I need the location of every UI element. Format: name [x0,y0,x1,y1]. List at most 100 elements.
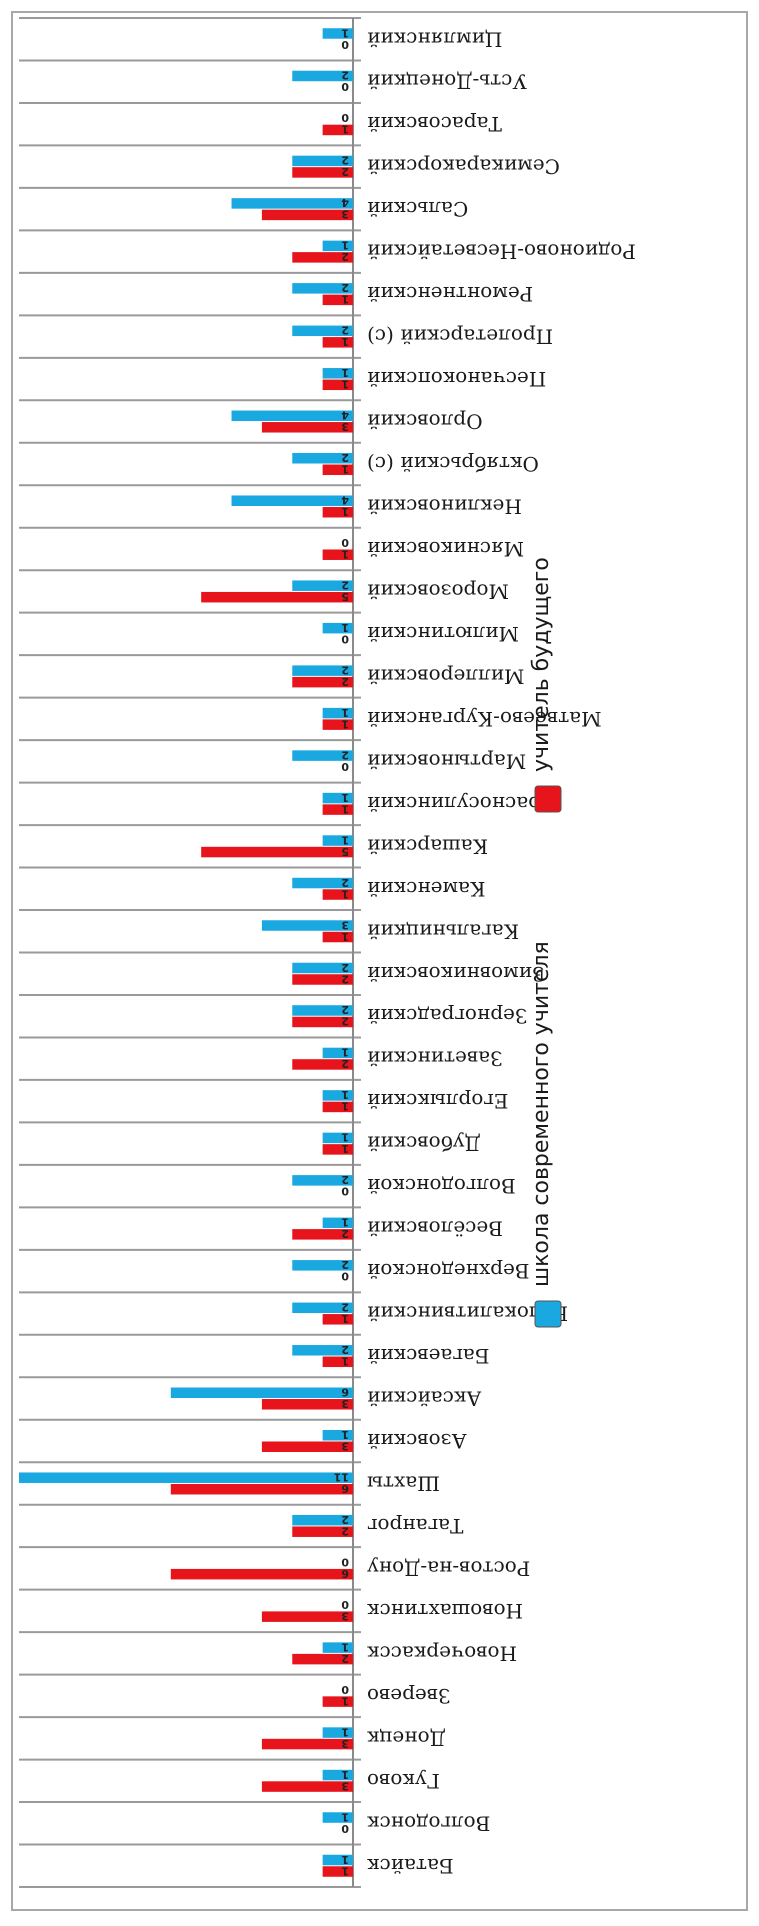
bar-shkola-sovremennogo-uchitelya [261,920,353,931]
data-label: 1 [341,1088,349,1101]
category-label: Мясниковский [367,537,524,561]
bar-uchitel-budushchego [322,1144,353,1155]
data-label: 1 [341,1694,349,1707]
bar-uchitel-budushchego [292,1059,353,1070]
data-label: 3 [341,208,349,221]
bar-uchitel-budushchego [322,889,353,900]
bar-shkola-sovremennogo-uchitelya [322,707,353,719]
data-label: 0 [341,1185,349,1198]
data-label: 2 [341,972,349,985]
data-label: 1 [341,1142,349,1155]
category-label: Волгодонск [367,1811,491,1835]
bar-shkola-sovremennogo-uchitelya [322,240,353,252]
bar-uchitel-budushchego [292,167,353,178]
category-label: Тарасовский [367,112,502,136]
category-label: Пролетарский (с) [367,325,553,349]
category-label: Ростов-на-Дону [367,1556,530,1580]
bar-uchitel-budushchego [322,719,353,730]
data-label: 2 [341,663,349,676]
chart-frame [11,11,748,1911]
data-label: 1 [341,706,349,719]
data-label: 2 [341,250,349,263]
bar-shkola-sovremennogo-uchitelya [322,368,353,379]
data-label: 1 [341,1046,349,1059]
data-label: 0 [341,1598,349,1611]
bar-shkola-sovremennogo-uchitelya [292,665,353,676]
bar-shkola-sovremennogo-uchitelya [322,1769,353,1781]
bar-shkola-sovremennogo-uchitelya [292,750,353,761]
category-label: Красносулинский [367,792,556,816]
bar-uchitel-budushchego [322,337,353,348]
data-label: 1 [341,1355,349,1368]
category-label: Семикаракорский [367,155,560,179]
data-label: 1 [341,505,349,518]
bar-uchitel-budushchego [322,1356,353,1368]
data-label: 3 [341,918,349,931]
category-label: Миллеровский [367,664,525,688]
data-label: 2 [341,748,349,761]
bar-uchitel-budushchego [292,974,353,985]
data-label: 0 [341,1822,349,1835]
category-label: Волгодонской [367,1174,516,1198]
data-label: 2 [341,69,349,82]
data-label: 1 [341,1810,349,1823]
data-label: 0 [341,536,349,549]
data-label: 1 [341,1216,349,1229]
data-label: 0 [341,111,349,124]
bar-shkola-sovremennogo-uchitelya [231,198,353,209]
bar-uchitel-budushchego [322,1696,353,1707]
data-label: 2 [341,1652,349,1665]
legend-label: школа современного учителя [529,941,554,1287]
data-label: 1 [341,366,349,379]
bar-uchitel-budushchego [322,931,353,943]
data-label: 5 [341,590,349,603]
data-label: 1 [341,1725,349,1738]
category-label: Егорлыкский [367,1089,508,1113]
bar-shkola-sovremennogo-uchitelya [19,1472,353,1483]
bar-shkola-sovremennogo-uchitelya [231,495,353,506]
data-label: 3 [341,1609,349,1622]
bar-uchitel-budushchego [261,1611,353,1622]
category-label: Новошахтинск [367,1599,524,1623]
bar-shkola-sovremennogo-uchitelya [322,28,353,39]
category-label: Кашарский [367,834,488,858]
legend-uchitel-budushchego: учитель будущего [529,557,562,813]
bar-uchitel-budushchego [201,591,353,603]
bar-uchitel-budushchego [322,1866,353,1877]
bar-uchitel-budushchego [292,252,353,263]
category-label: Усть-Донецкий [367,70,527,94]
category-label: Мартыновский [367,749,526,773]
bar-shkola-sovremennogo-uchitelya [292,1514,353,1526]
data-label: 2 [341,281,349,294]
bar-shkola-sovremennogo-uchitelya [322,1132,353,1144]
data-label: 6 [341,1482,349,1495]
data-label: 2 [341,324,349,337]
bar-uchitel-budushchego [322,1314,353,1325]
bar-uchitel-budushchego [261,1399,353,1410]
category-label: Дубовский [367,1132,481,1156]
category-label: Азовский [367,1429,467,1453]
data-label: 1 [341,239,349,252]
category-label: Матвеево-Курганский [367,707,602,731]
category-label: Багаевский [367,1344,489,1368]
data-label: 1 [341,463,349,476]
bar-shkola-sovremennogo-uchitelya [322,835,353,846]
bar-shkola-sovremennogo-uchitelya [322,1090,353,1101]
data-label: 0 [341,38,349,51]
bar-shkola-sovremennogo-uchitelya [292,962,353,974]
category-label: Цимлянский [367,27,502,51]
category-label: Сальский [367,197,468,221]
data-label: 2 [341,1258,349,1271]
data-label: 2 [341,1301,349,1314]
data-label: 2 [341,1003,349,1016]
data-label: 3 [341,1397,349,1410]
data-label: 1 [341,1864,349,1877]
bar-shkola-sovremennogo-uchitelya [292,1260,353,1271]
category-label: Зерноградский [367,1004,527,1028]
category-label: Весёловский [367,1217,503,1241]
data-label: 2 [341,1227,349,1240]
category-label: Песчанокопский [367,367,546,391]
bar-shkola-sovremennogo-uchitelya [292,877,353,889]
data-label: 1 [341,335,349,348]
